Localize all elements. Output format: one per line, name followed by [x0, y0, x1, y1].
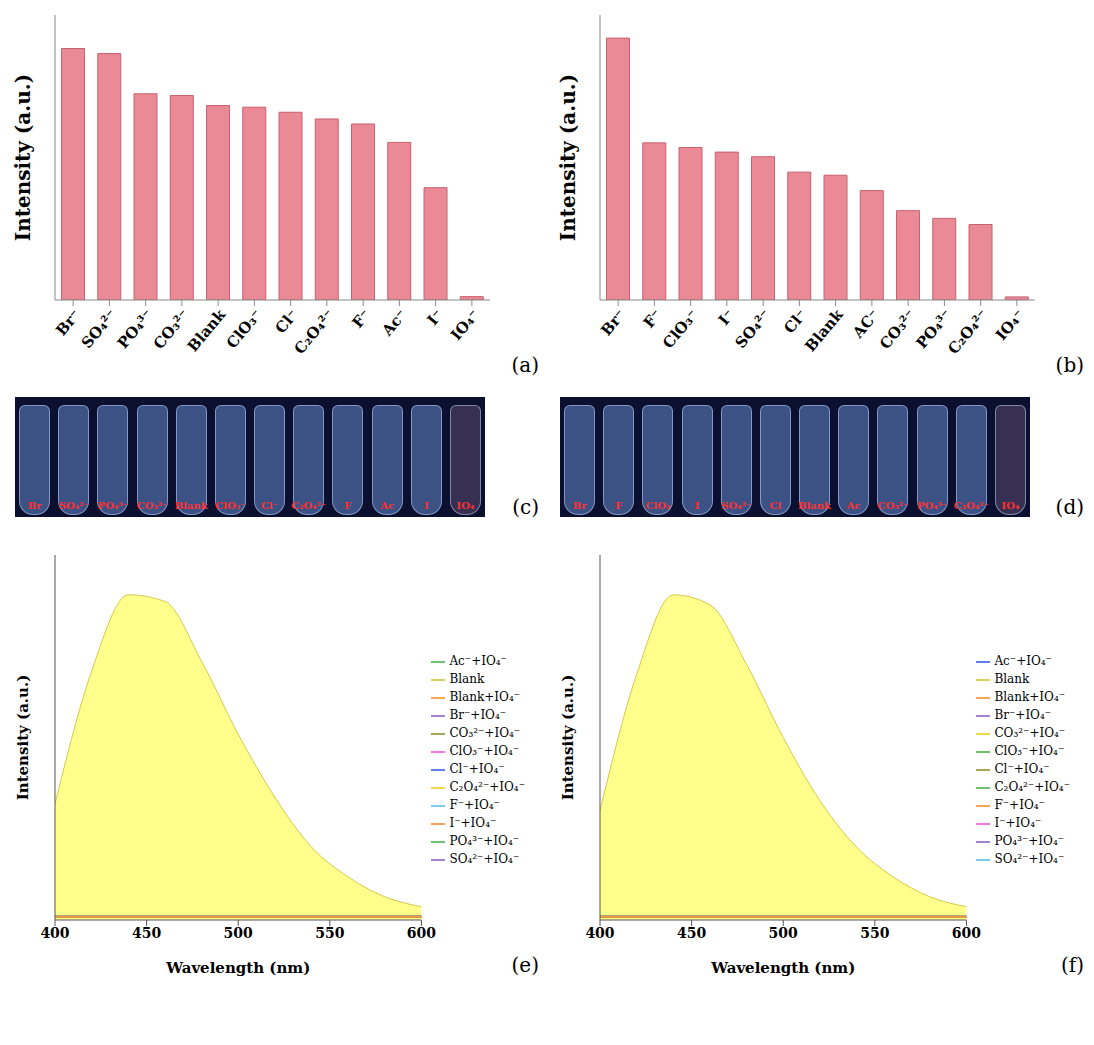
html-text:Ac⁻+IO₄⁻: Ac⁻+IO₄⁻ — [994, 654, 1052, 668]
html-text:(c): (c) — [512, 495, 539, 519]
html-text:CO₃²⁻: CO₃²⁻ — [136, 500, 168, 511]
html-text:CO₃²⁻: CO₃²⁻ — [877, 500, 909, 511]
html-text:ClO₃⁻+IO₄⁻: ClO₃⁻+IO₄⁻ — [449, 744, 520, 758]
html-text:SO₄²⁻+IO₄⁻: SO₄²⁻+IO₄⁻ — [449, 852, 520, 866]
html-text:ClO₃⁻: ClO₃⁻ — [215, 500, 246, 511]
svg-text:450: 450 — [677, 925, 706, 941]
svg-text:Br⁻: Br⁻ — [52, 306, 84, 339]
html-text:I⁻+IO₄⁻: I⁻+IO₄⁻ — [994, 816, 1042, 830]
svg-text:400: 400 — [585, 925, 614, 941]
svg-text:Cl⁻: Cl⁻ — [272, 306, 302, 337]
html-text:Br: Br — [27, 500, 42, 511]
html-text:ClO₃⁻+IO₄⁻: ClO₃⁻+IO₄⁻ — [994, 744, 1065, 758]
svg-text:F⁻: F⁻ — [349, 306, 375, 332]
html-text:C₂O₄²⁻+IO₄⁻: C₂O₄²⁻+IO₄⁻ — [449, 780, 525, 794]
svg-text:PO₄³⁻: PO₄³⁻ — [114, 306, 157, 352]
svg-text:ClO₃⁻: ClO₃⁻ — [659, 306, 702, 352]
html-text:Br: Br — [572, 500, 587, 511]
html-text:Cl⁻: Cl⁻ — [261, 500, 279, 511]
html-text:Ac: Ac — [846, 500, 861, 511]
html-text:SO₄²⁻+IO₄⁻: SO₄²⁻+IO₄⁻ — [994, 852, 1065, 866]
html-text:PO₄³⁻: PO₄³⁻ — [916, 500, 948, 511]
html-text:F⁻+IO₄⁻: F⁻+IO₄⁻ — [449, 798, 500, 812]
html-text:Blank+IO₄⁻: Blank+IO₄⁻ — [449, 690, 520, 704]
svg-text:Wavelength (nm): Wavelength (nm) — [165, 959, 310, 977]
html-text:(b): (b) — [1055, 353, 1084, 377]
html-text:I: I — [694, 500, 700, 511]
svg-text:Intensity (a.u.): Intensity (a.u.) — [14, 675, 32, 801]
svg-text:400: 400 — [40, 925, 69, 941]
html-text:Cl: Cl — [769, 500, 782, 511]
html-text:C₂O₄²⁻+IO₄⁻: C₂O₄²⁻+IO₄⁻ — [994, 780, 1070, 794]
html-text:(e): (e) — [511, 953, 539, 977]
html-text:F: F — [615, 500, 623, 511]
svg-text:Blank: Blank — [801, 305, 847, 355]
html-text:PO₄³⁻+IO₄⁻: PO₄³⁻+IO₄⁻ — [449, 834, 520, 848]
html-text:Blank: Blank — [449, 672, 485, 686]
html-text:CO₃²⁻+IO₄⁻: CO₃²⁻+IO₄⁻ — [994, 726, 1066, 740]
svg-text:Intensity (a.u.): Intensity (a.u.) — [556, 74, 580, 241]
svg-text:Cl⁻: Cl⁻ — [780, 306, 810, 337]
svg-text:CO₃²⁻: CO₃²⁻ — [876, 306, 919, 353]
svg-text:Ac⁻: Ac⁻ — [378, 306, 411, 340]
html-text:Ac: Ac — [380, 500, 394, 511]
svg-text:Wavelength (nm): Wavelength (nm) — [710, 959, 855, 977]
svg-text:CO₃²⁻: CO₃²⁻ — [149, 305, 194, 353]
html-text:PO₄³⁻+IO₄⁻: PO₄³⁻+IO₄⁻ — [994, 834, 1065, 848]
html-text:CO₃²⁻+IO₄⁻: CO₃²⁻+IO₄⁻ — [449, 726, 521, 740]
html-text:Cl⁻+IO₄⁻: Cl⁻+IO₄⁻ — [994, 762, 1050, 776]
html-text:Ac⁻+IO₄⁻: Ac⁻+IO₄⁻ — [449, 654, 507, 668]
svg-text:450: 450 — [132, 925, 161, 941]
html-text:I: I — [423, 500, 429, 511]
html-text:Blank: Blank — [798, 500, 831, 511]
svg-text:500: 500 — [769, 925, 798, 941]
html-text:Br⁻+IO₄⁻: Br⁻+IO₄⁻ — [449, 708, 507, 722]
svg-text:C₂O₄²⁻: C₂O₄²⁻ — [944, 306, 992, 358]
svg-text:600: 600 — [407, 925, 436, 941]
svg-text:C₂O₄²⁻: C₂O₄²⁻ — [290, 306, 338, 358]
html-text:Blank: Blank — [174, 500, 208, 511]
html-text:(a): (a) — [511, 353, 539, 377]
html-text:Blank+IO₄⁻: Blank+IO₄⁻ — [994, 690, 1065, 704]
svg-text:IO₄⁻: IO₄⁻ — [992, 306, 1028, 344]
svg-text:I⁻: I⁻ — [423, 306, 446, 329]
html-text:(d): (d) — [1055, 495, 1084, 519]
svg-text:I⁻: I⁻ — [715, 306, 738, 329]
html-text:Cl⁻+IO₄⁻: Cl⁻+IO₄⁻ — [449, 762, 505, 776]
svg-text:550: 550 — [860, 925, 889, 941]
html-text:IO₄: IO₄ — [456, 500, 475, 511]
svg-text:SO₄²⁻: SO₄²⁻ — [78, 306, 121, 352]
svg-text:PO₄³⁻: PO₄³⁻ — [912, 305, 956, 353]
html-text:I⁻+IO₄⁻: I⁻+IO₄⁻ — [449, 816, 497, 830]
html-text:Br⁻+IO₄⁻: Br⁻+IO₄⁻ — [994, 708, 1052, 722]
html-text:ClO₃: ClO₃ — [645, 500, 671, 511]
svg-text:F⁻: F⁻ — [640, 306, 666, 332]
html-text:F⁻+IO₄⁻: F⁻+IO₄⁻ — [994, 798, 1045, 812]
html-text:IO₄: IO₄ — [1001, 500, 1020, 511]
svg-text:600: 600 — [952, 925, 981, 941]
svg-text:Br⁻: Br⁻ — [597, 306, 629, 339]
svg-text:IO₄⁻: IO₄⁻ — [447, 306, 483, 344]
svg-text:Blank: Blank — [184, 305, 230, 355]
html-text:SO₄²⁻: SO₄²⁻ — [58, 500, 89, 511]
html-text:C₂O₄²⁻: C₂O₄²⁻ — [953, 500, 989, 511]
html-text:Blank: Blank — [994, 672, 1030, 686]
html-text:SO₄²⁻: SO₄²⁻ — [721, 500, 752, 511]
svg-text:550: 550 — [315, 925, 344, 941]
html-text:PO₄³⁻: PO₄³⁻ — [97, 500, 128, 511]
html-text:C₂O₄²⁻: C₂O₄²⁻ — [291, 500, 327, 511]
svg-text:ClO₃⁻: ClO₃⁻ — [223, 306, 266, 352]
html-text:F: F — [344, 500, 352, 511]
svg-text:SO₄²⁻: SO₄²⁻ — [732, 306, 775, 352]
svg-text:Intensity (a.u.): Intensity (a.u.) — [559, 675, 577, 801]
svg-text:Intensity (a.u.): Intensity (a.u.) — [11, 74, 35, 241]
svg-text:500: 500 — [224, 925, 253, 941]
svg-text:AC⁻: AC⁻ — [848, 306, 883, 342]
html-text:(f): (f) — [1061, 953, 1084, 977]
